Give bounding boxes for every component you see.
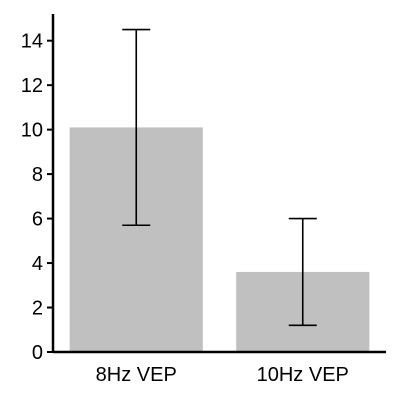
bars <box>70 127 370 352</box>
y-tick-label: 4 <box>32 253 43 275</box>
y-tick-label: 12 <box>21 75 43 97</box>
y-tick-label: 6 <box>32 209 43 231</box>
y-tick-label: 2 <box>32 298 43 320</box>
x-axis-labels: 8Hz VEP 10Hz VEP <box>96 364 349 386</box>
y-tick-label: 10 <box>21 120 43 142</box>
y-axis-ticks: 0 2 4 6 8 10 12 14 <box>21 31 53 364</box>
y-tick-label: 0 <box>32 342 43 364</box>
x-category-label: 8Hz VEP <box>96 364 177 386</box>
y-tick-label: 8 <box>32 164 43 186</box>
x-category-label: 10Hz VEP <box>257 364 349 386</box>
y-tick-label: 14 <box>21 31 43 53</box>
